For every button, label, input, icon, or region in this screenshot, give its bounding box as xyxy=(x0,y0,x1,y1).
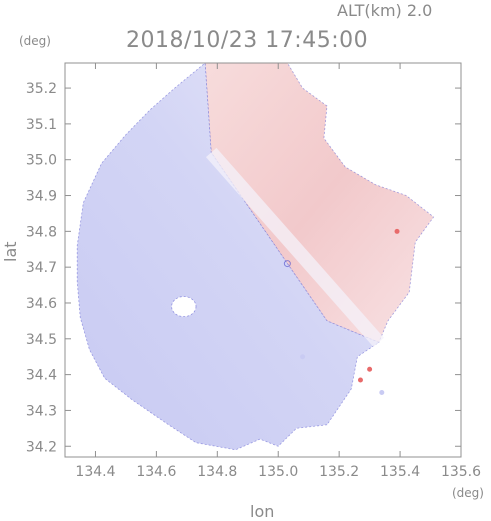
radar-site-marker xyxy=(283,260,291,268)
x-tick-label: 135.2 xyxy=(319,464,359,480)
isolated-echo xyxy=(300,354,306,360)
y-tick-label: 34.6 xyxy=(26,296,57,312)
isolated-echo-layer xyxy=(300,228,400,396)
plot-frame xyxy=(64,62,462,458)
y-tick-label: 34.2 xyxy=(26,439,57,455)
x-axis-title: lon xyxy=(250,502,274,521)
x-tick-label: 134.4 xyxy=(75,464,115,480)
y-axis: 34.2 34.3 34.4 34.5 34.6 34.7 34.8 34.9 35.0 35.1… xyxy=(26,81,461,455)
y-tick-label: 34.7 xyxy=(26,260,57,276)
x-tick-label: 134.6 xyxy=(136,464,176,480)
y-tick-label: 35.1 xyxy=(26,117,57,133)
x-tick-label: 134.8 xyxy=(197,464,237,480)
y-unit-label: (deg) xyxy=(19,34,51,48)
y-tick-label: 34.4 xyxy=(26,368,57,384)
y-tick-label: 34.8 xyxy=(26,224,57,240)
y-tick-label: 35.0 xyxy=(26,153,57,169)
y-axis-title: lat xyxy=(1,241,20,262)
x-tick-label: 135.4 xyxy=(380,464,420,480)
y-tick-label: 34.5 xyxy=(26,332,57,348)
isolated-echo xyxy=(394,228,400,234)
x-unit-label: (deg) xyxy=(452,486,484,500)
clear-air-hole xyxy=(171,296,197,317)
isolated-echo xyxy=(357,377,363,383)
isolated-echo xyxy=(367,366,373,372)
isolated-echo xyxy=(379,390,385,396)
x-axis: 134.4 134.6 134.8 135.0 135.2 135.4 135.6 xyxy=(75,63,481,480)
altitude-label: ALT(km) 2.0 xyxy=(337,1,432,20)
y-tick-label: 35.2 xyxy=(26,81,57,97)
x-tick-label: 135.6 xyxy=(441,464,481,480)
y-tick-label: 34.3 xyxy=(26,403,57,419)
zero-velocity-band xyxy=(205,147,385,348)
south-approaching-echo xyxy=(76,63,380,451)
echo-layer xyxy=(76,63,435,451)
y-tick-label: 34.9 xyxy=(26,189,57,205)
chart-title: 2018/10/23 17:45:00 xyxy=(126,28,368,53)
x-tick-label: 135.0 xyxy=(258,464,298,480)
data-gap-layer xyxy=(171,296,197,317)
